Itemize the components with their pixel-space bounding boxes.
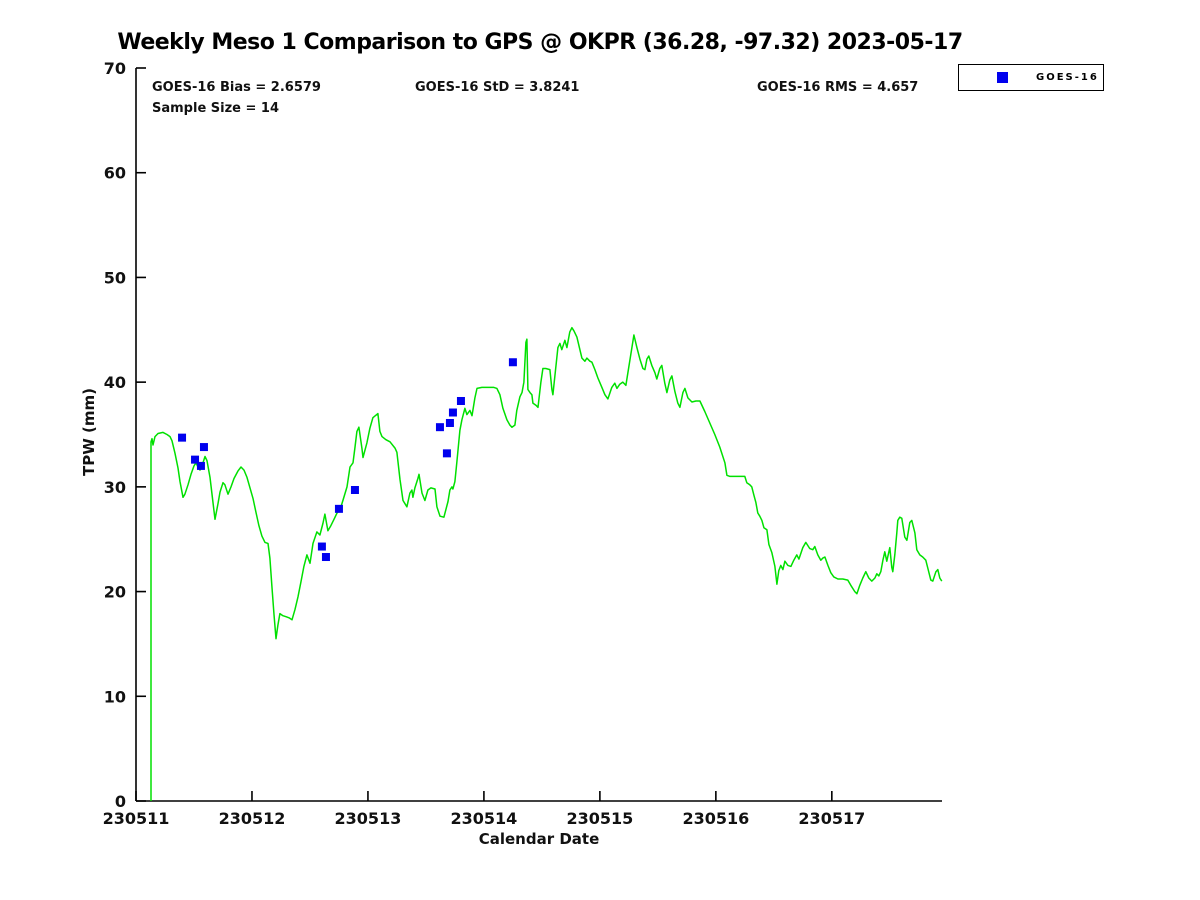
goes16-marker: [508, 358, 517, 367]
goes16-marker: [350, 485, 359, 494]
x-tick-label: 230514: [451, 809, 518, 828]
x-tick-label: 230516: [682, 809, 749, 828]
goes16-marker: [317, 542, 326, 551]
goes16-marker: [178, 433, 187, 442]
x-tick-label: 230513: [335, 809, 402, 828]
goes16-marker: [445, 418, 454, 427]
y-tick-label: 70: [104, 59, 126, 78]
y-tick-label: 40: [104, 373, 126, 392]
legend: GOES-16: [958, 64, 1104, 91]
y-tick-label: 10: [104, 687, 126, 706]
gps-line: [150, 326, 943, 801]
y-tick-label: 0: [115, 792, 126, 811]
chart-title: Weekly Meso 1 Comparison to GPS @ OKPR (…: [117, 30, 963, 55]
goes16-marker: [442, 449, 451, 458]
stat-rms: GOES-16 RMS = 4.657: [757, 80, 919, 95]
stat-std: GOES-16 StD = 3.8241: [415, 80, 580, 95]
x-tick-label: 230517: [798, 809, 865, 828]
goes16-marker: [196, 461, 205, 470]
goes16-legend-marker-icon: [997, 72, 1008, 83]
goes16-marker: [334, 504, 343, 513]
goes16-marker: [199, 443, 208, 452]
x-tick-label: 230515: [566, 809, 633, 828]
y-tick-label: 50: [104, 268, 126, 287]
goes16-marker: [321, 553, 330, 562]
stat-bias: GOES-16 Bias = 2.6579: [152, 80, 321, 95]
x-tick-label: 230512: [219, 809, 286, 828]
goes16-marker: [435, 423, 444, 432]
goes16-marker: [456, 396, 465, 405]
y-tick-label: 20: [104, 583, 126, 602]
x-axis-label: Calendar Date: [478, 830, 600, 848]
y-tick-label: 30: [104, 478, 126, 497]
stat-sample-size: Sample Size = 14: [152, 101, 280, 116]
y-tick-label: 60: [104, 164, 126, 183]
x-tick-label: 230511: [103, 809, 170, 828]
goes16-marker: [191, 455, 200, 464]
legend-label: GOES-16: [1036, 72, 1099, 83]
goes16-marker: [448, 408, 457, 417]
